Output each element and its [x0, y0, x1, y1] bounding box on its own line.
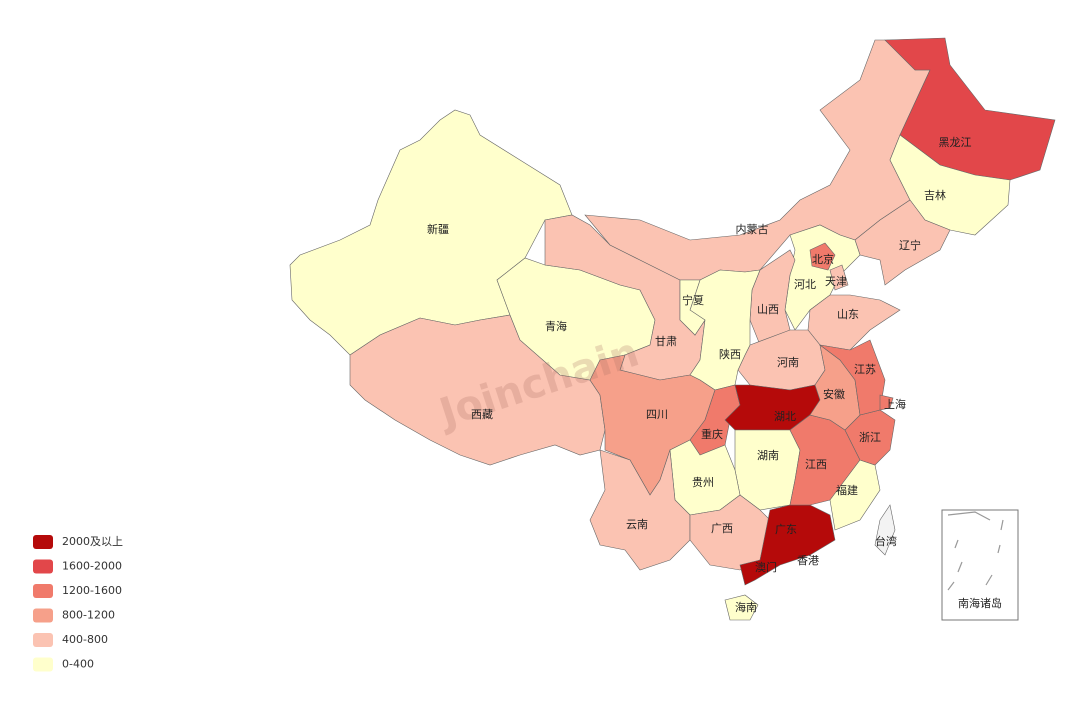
region-label: 台湾	[875, 534, 897, 548]
legend-swatch	[33, 608, 53, 623]
region-label: 天津	[825, 275, 847, 288]
region-label: 重庆	[701, 427, 723, 441]
region-label: 北京	[812, 252, 834, 266]
region-label: 辽宁	[899, 238, 921, 252]
legend-label: 400-800	[62, 633, 108, 646]
region	[879, 394, 894, 411]
region-label: 湖南	[757, 449, 779, 462]
region-label: 宁夏	[682, 293, 704, 307]
legend-swatch	[33, 535, 53, 549]
region-label: 海南	[735, 600, 757, 614]
region-label: 西藏	[471, 408, 493, 421]
region-label: 内蒙古	[736, 222, 769, 236]
legend-swatch	[33, 657, 53, 672]
region-label: 四川	[646, 408, 668, 421]
region-label: 新疆	[427, 222, 449, 236]
region-label: 山西	[757, 303, 779, 316]
region-label: 河北	[794, 278, 816, 291]
region	[809, 242, 836, 271]
legend-label: 800-1200	[62, 609, 115, 622]
region-label: 山东	[837, 308, 859, 321]
region-label: 陕西	[719, 347, 741, 361]
region-label: 青海	[545, 319, 567, 333]
region-label: 贵州	[692, 476, 714, 489]
legend-label: 1200-1600	[62, 584, 122, 597]
inset-islands	[947, 511, 1004, 591]
legend-label: 0-400	[62, 658, 94, 671]
region-label: 安徽	[823, 387, 845, 401]
legend-swatch	[33, 559, 53, 574]
region	[829, 459, 881, 531]
legend-label: 1600-2000	[62, 560, 122, 573]
region	[349, 314, 606, 466]
region-label: 广东	[775, 523, 797, 536]
region-label: 江西	[805, 458, 827, 471]
region-label: 江苏	[854, 363, 876, 376]
region	[734, 429, 801, 511]
legend-label: 2000及以上	[62, 535, 123, 548]
region-label: 河南	[777, 356, 799, 369]
region-label: 福建	[836, 483, 858, 497]
region	[679, 279, 706, 336]
legend-swatch	[33, 633, 53, 647]
region	[854, 199, 951, 286]
region	[874, 504, 896, 556]
inset-label: 南海诸岛	[958, 596, 1002, 610]
region	[724, 594, 759, 621]
region-label: 湖北	[774, 410, 796, 423]
region-label: 云南	[626, 518, 648, 531]
region	[807, 294, 901, 351]
legend-swatch	[33, 584, 53, 598]
city-label: 香港	[797, 554, 819, 567]
inset-frame	[941, 509, 1019, 621]
region-label: 广西	[711, 522, 733, 535]
region-label: 甘肃	[655, 335, 677, 348]
city-label: 澳门	[755, 560, 777, 574]
region	[829, 264, 849, 291]
region-label: 黑龙江	[939, 136, 972, 149]
region-label: 吉林	[924, 188, 946, 202]
region-label: 上海	[884, 397, 906, 411]
region-label: 浙江	[859, 431, 881, 444]
